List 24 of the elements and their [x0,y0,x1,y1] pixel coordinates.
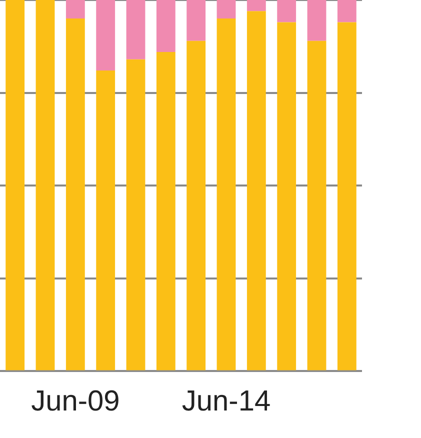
bar [186,40,206,370]
bar [277,22,296,370]
bar [126,59,146,370]
bar [126,0,146,60]
bar [337,0,356,22]
bar [246,11,266,370]
bar [186,0,206,41]
x-tick-label: Jun-14 [182,386,271,418]
bar [66,0,85,19]
bar [96,70,116,370]
bar [246,0,266,12]
bar [307,40,326,370]
x-tick-label: Jun-09 [31,386,120,418]
bar [156,52,176,370]
bar [307,0,326,41]
bar [6,0,25,370]
bar [96,0,116,71]
bar [66,18,85,370]
bar [216,18,236,370]
bar [216,0,236,19]
bar [277,0,296,22]
bar [156,0,176,52]
bar [337,22,356,370]
bar [36,0,55,370]
